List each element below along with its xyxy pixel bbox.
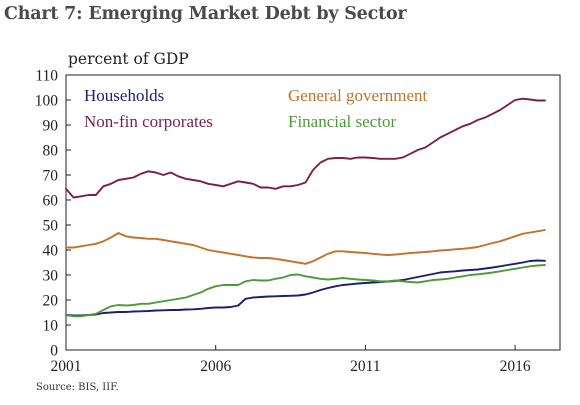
chart-title: Chart 7: Emerging Market Debt by Sector xyxy=(4,4,407,24)
y-tick-label: 10 xyxy=(43,318,59,335)
y-axis-label: percent of GDP xyxy=(68,50,189,68)
series-line-general-government xyxy=(65,229,546,265)
legend-entry-households: Households xyxy=(84,86,164,105)
y-tick-label: 30 xyxy=(43,268,59,285)
y-tick-label: 0 xyxy=(50,343,58,360)
y-tick-label: 80 xyxy=(43,143,59,160)
y-tick-label: 90 xyxy=(43,118,59,135)
y-tick-label: 40 xyxy=(43,243,59,260)
series-line-non-fin-corporates xyxy=(65,97,546,199)
x-tick-label: 2006 xyxy=(200,358,231,375)
plot-frame xyxy=(65,74,561,351)
y-tick-label: 20 xyxy=(43,293,59,310)
x-tick-label: 2016 xyxy=(500,358,531,375)
legend-entry-general-government: General government xyxy=(288,86,428,105)
series-line-financial-sector xyxy=(65,264,546,318)
x-tick-label: 2001 xyxy=(51,358,82,375)
x-tick-label: 2011 xyxy=(350,358,380,375)
y-tick-label: 100 xyxy=(35,93,59,110)
legend-entry-non-fin-corporates: Non-fin corporates xyxy=(84,112,213,131)
series-line-households xyxy=(65,259,546,317)
legend-entry-financial-sector: Financial sector xyxy=(288,112,396,131)
y-tick-label: 60 xyxy=(43,193,59,210)
y-tick-label: 110 xyxy=(35,68,58,85)
y-tick-label: 70 xyxy=(43,168,59,185)
y-tick-label: 50 xyxy=(43,218,59,235)
source-note: Source: BIS, IIF. xyxy=(36,382,119,393)
